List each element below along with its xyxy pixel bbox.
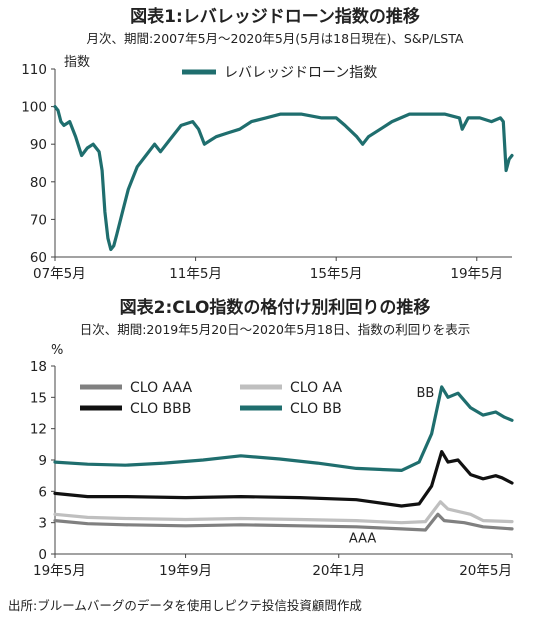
x-tick-label: 07年5月	[33, 266, 86, 282]
x-tick-label: 20年5月	[459, 563, 512, 579]
x-tick-label: 19年9月	[159, 563, 212, 579]
chart1-subtitle: 月次、期間:2007年5月〜2020年5月(5月は18日現在)、S&P/LSTA	[86, 31, 464, 46]
y-tick-label: 12	[30, 422, 47, 438]
unit-label: %	[51, 343, 63, 358]
y-tick-label: 0	[38, 547, 47, 563]
y-tick-label: 9	[38, 453, 47, 469]
legend-label: CLO AA	[290, 380, 343, 396]
y-tick-label: 3	[38, 516, 47, 532]
x-tick-label: 19年5月	[33, 563, 86, 579]
series-line-3	[53, 450, 514, 508]
x-tick-label: 11年5月	[169, 266, 222, 282]
y-tick-label: 100	[21, 100, 47, 116]
annotation-label: BB	[416, 386, 434, 401]
legend-label: レバレッジドローン指数	[224, 65, 377, 81]
chart2-title: 図表2:CLO指数の格付け別利回りの推移	[119, 298, 431, 318]
chart2-plot: 0 3 6 9 12 15 18 19年5月 19年9月 20年1月 20年5月% CLO AAA CL…	[30, 343, 514, 579]
series-line-2	[53, 500, 514, 525]
y-tick-label: 15	[30, 390, 47, 406]
y-tick-label: 110	[21, 62, 47, 78]
legend-label: CLO AAA	[130, 380, 192, 396]
y-tick-label: 60	[30, 250, 47, 266]
series-line-1	[53, 512, 514, 532]
y-tick-label: 90	[30, 137, 47, 153]
legend-label: CLO BB	[290, 401, 342, 417]
chart2-subtitle: 日次、期間:2019年5月20日〜2020年5月18日、指数の利回りを表示	[79, 322, 471, 337]
source-note: 出所:ブルームバーグのデータを使用しピクテ投信投資顧問作成	[8, 598, 362, 613]
unit-label: 指数	[64, 55, 90, 70]
y-tick-label: 6	[38, 484, 47, 500]
x-tick-label: 19年5月	[450, 266, 503, 282]
legend-label: CLO BBB	[130, 401, 191, 417]
y-tick-label: 70	[30, 212, 47, 228]
x-tick-label: 15年5月	[310, 266, 363, 282]
chart1-plot: 60 70 80 90 100 110 07年5月 11年5月 15年5月 19年5月 指数レバレッ…	[21, 55, 514, 282]
series-line-4	[53, 385, 514, 472]
annotation-label: AAA	[349, 531, 377, 546]
x-tick-label: 20年1月	[312, 563, 365, 579]
y-tick-label: 80	[30, 175, 47, 191]
series-line-1	[53, 105, 514, 252]
y-tick-label: 18	[30, 359, 47, 375]
chart1-title: 図表1:レバレッジドローン指数の推移	[130, 7, 420, 27]
